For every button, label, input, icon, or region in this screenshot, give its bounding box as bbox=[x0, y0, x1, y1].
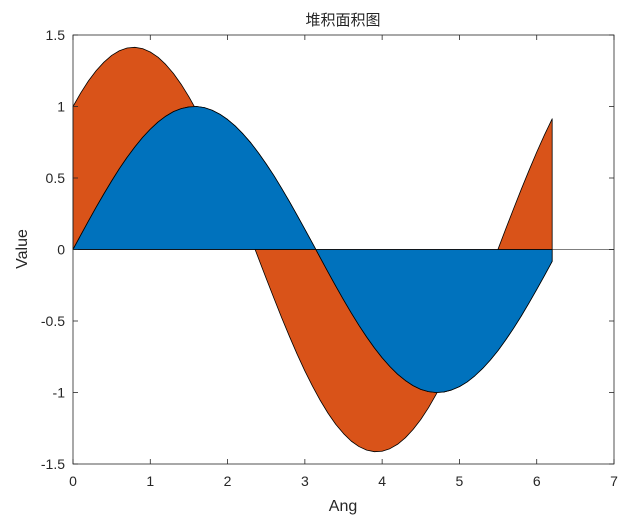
x-tick-label: 3 bbox=[301, 473, 309, 489]
y-tick-label: 0 bbox=[57, 242, 65, 258]
y-tick-label: -1.5 bbox=[41, 456, 65, 472]
x-tick-label: 2 bbox=[224, 473, 232, 489]
x-tick-label: 5 bbox=[456, 473, 464, 489]
x-axis-ticks: 0 1 2 3 4 5 6 7 bbox=[69, 35, 618, 489]
y-tick-label: 1.5 bbox=[46, 27, 66, 43]
y-axis-ticks: -1.5 -1 -0.5 0 0.5 1 1.5 bbox=[41, 27, 614, 472]
x-tick-label: 4 bbox=[378, 473, 386, 489]
x-axis-label: Ang bbox=[329, 498, 357, 515]
x-tick-label: 1 bbox=[146, 473, 154, 489]
y-tick-label: -1 bbox=[53, 385, 66, 401]
x-tick-label: 6 bbox=[533, 473, 541, 489]
y-axis-label: Value bbox=[14, 229, 31, 269]
chart-title: 堆积面积图 bbox=[305, 11, 380, 29]
x-tick-label: 0 bbox=[69, 473, 77, 489]
y-tick-label: -0.5 bbox=[41, 313, 65, 329]
y-tick-label: 0.5 bbox=[46, 170, 66, 186]
y-tick-label: 1 bbox=[57, 99, 65, 115]
x-tick-label: 7 bbox=[610, 473, 618, 489]
